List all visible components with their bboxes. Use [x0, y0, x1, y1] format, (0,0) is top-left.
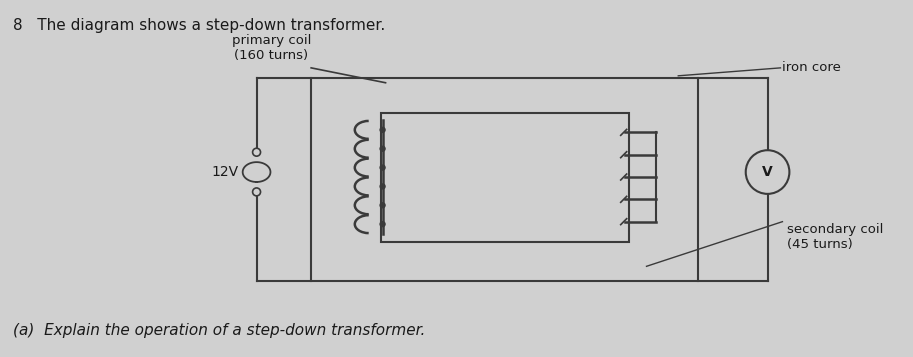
Bar [381, 112, 629, 241]
Circle shape [380, 165, 385, 170]
Text: V: V [762, 165, 773, 179]
Circle shape [253, 188, 260, 196]
Circle shape [380, 184, 385, 189]
Text: secondary coil
(45 turns): secondary coil (45 turns) [787, 222, 884, 251]
Circle shape [380, 203, 385, 208]
Circle shape [380, 127, 385, 132]
Circle shape [380, 222, 385, 227]
Text: 8   The diagram shows a step-down transformer.: 8 The diagram shows a step-down transfor… [14, 18, 385, 33]
Text: iron core: iron core [782, 61, 841, 74]
Circle shape [253, 148, 260, 156]
Circle shape [380, 146, 385, 151]
Bar [311, 78, 698, 281]
Text: 12V: 12V [212, 165, 238, 179]
Circle shape [746, 150, 790, 194]
Text: (a)  Explain the operation of a step-down transformer.: (a) Explain the operation of a step-down… [14, 323, 425, 338]
Text: primary coil
(160 turns): primary coil (160 turns) [232, 34, 311, 62]
